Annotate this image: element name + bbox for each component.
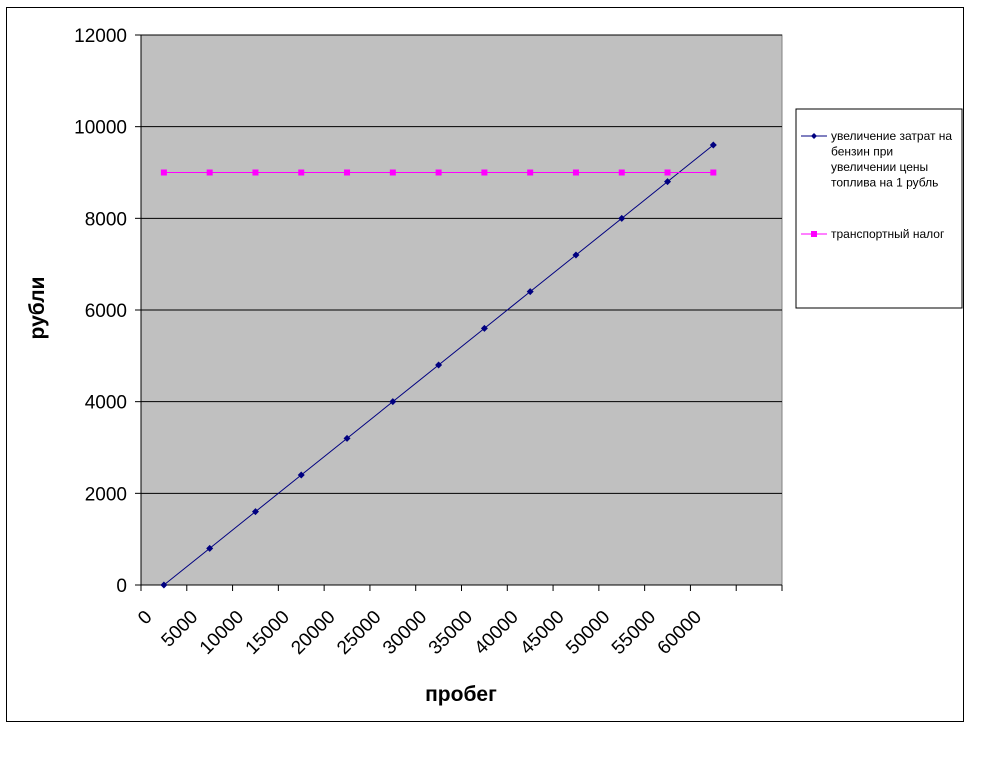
y-tick-label: 6000 (85, 301, 127, 322)
data-point (252, 169, 259, 176)
data-point (344, 169, 351, 176)
legend-entry-1: транспортный налог (801, 227, 945, 241)
data-point (526, 288, 534, 296)
x-axis-ticks: 0 500010000150002000025000300003500040000… (134, 585, 783, 659)
data-point (572, 169, 579, 176)
x-axis-title: пробег (425, 683, 497, 706)
x-tick-label: 45000 (516, 607, 568, 659)
y-axis-ticks: 0 2000 4000 6000 8000 10000 12000 (74, 26, 141, 597)
y-tick-label: 0 (116, 576, 127, 597)
x-tick-label: 35000 (425, 607, 477, 659)
data-point (297, 471, 305, 479)
data-point (389, 169, 396, 176)
x-tick-label: 50000 (562, 607, 614, 659)
x-tick-label: 30000 (379, 607, 431, 659)
y-tick-label: 2000 (85, 484, 127, 505)
series-layer (160, 141, 717, 589)
x-tick-label: 60000 (654, 607, 706, 659)
data-point (618, 169, 625, 176)
data-point (251, 508, 259, 516)
data-point (160, 581, 168, 589)
series-1 (160, 169, 717, 176)
data-point (206, 544, 214, 552)
data-point (206, 169, 213, 176)
series-0 (160, 141, 717, 589)
data-point (709, 141, 717, 149)
data-point (481, 169, 488, 176)
legend: увеличение затрат на бензин при увеличении… (795, 108, 963, 309)
x-tick-label: 0 (134, 607, 156, 629)
data-point (435, 361, 443, 369)
legend-entry-0: увеличение затрат на бензин при увеличении… (801, 129, 952, 190)
y-tick-label: 8000 (85, 209, 127, 230)
legend-marker (811, 231, 817, 237)
x-tick-label: 20000 (287, 607, 339, 659)
data-point (572, 251, 580, 259)
data-point (343, 434, 351, 442)
gridlines (141, 34, 782, 494)
y-tick-label: 10000 (74, 118, 127, 139)
x-tick-label: 15000 (242, 607, 294, 659)
data-point (480, 324, 488, 332)
data-point (664, 178, 672, 186)
data-point (618, 214, 626, 222)
x-tick-label: 10000 (196, 607, 248, 659)
y-tick-label: 4000 (85, 393, 127, 414)
legend-box (795, 108, 963, 309)
data-point (664, 169, 671, 176)
data-point (389, 398, 397, 406)
y-tick-label: 12000 (74, 26, 127, 47)
legend-label: увеличение затрат на бензин при увеличении… (831, 129, 952, 190)
data-point (298, 169, 305, 176)
x-tick-label: 55000 (608, 607, 660, 659)
x-tick-label: 40000 (471, 607, 523, 659)
legend-label: транспортный налог (831, 227, 945, 241)
data-point (710, 169, 717, 176)
data-point (435, 169, 442, 176)
data-point (160, 169, 167, 176)
y-axis-title: рубли (26, 277, 49, 340)
x-tick-label: 25000 (333, 607, 385, 659)
data-point (527, 169, 534, 176)
legend-marker (811, 133, 817, 139)
